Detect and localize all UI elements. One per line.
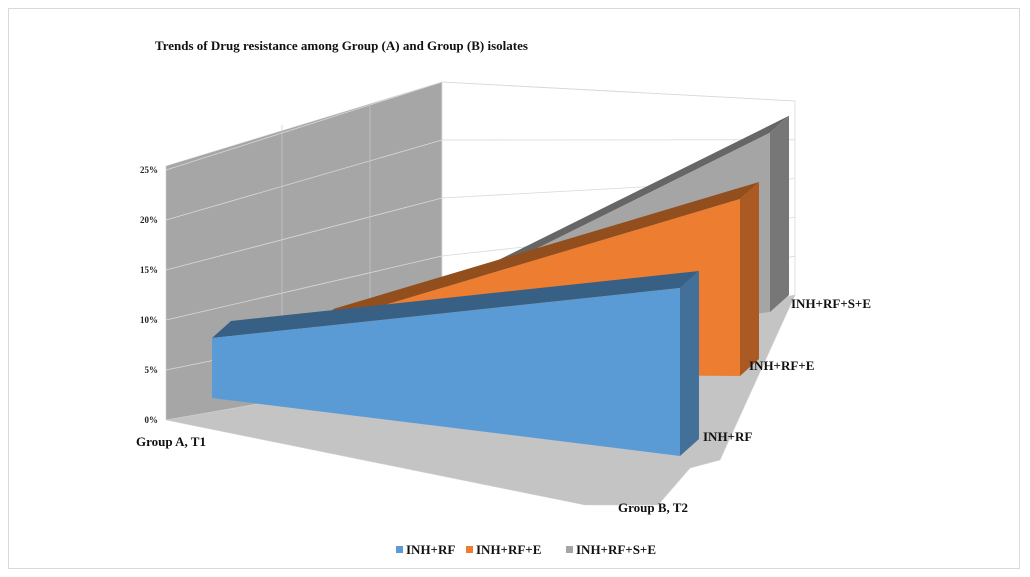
legend-label-2: INH+RF+S+E — [576, 542, 656, 557]
y-axis-ticks: 0% 5% 10% 15% 20% 25% — [140, 165, 158, 425]
series-side-face — [680, 271, 699, 456]
y-tick-label: 5% — [145, 365, 159, 375]
series-axis-label-2: INH+RF+S+E — [791, 296, 871, 311]
series-area-0 — [212, 288, 680, 456]
series-side-face — [770, 115, 789, 312]
series-layer — [212, 115, 789, 456]
y-tick-label: 0% — [145, 415, 159, 425]
legend-swatch-1 — [466, 546, 473, 553]
category-label-1: Group B, T2 — [618, 500, 688, 515]
legend-swatch-0 — [396, 546, 403, 553]
series-axis-label-1: INH+RF+E — [749, 358, 814, 373]
y-tick-label: 10% — [140, 315, 158, 325]
legend-label-1: INH+RF+E — [476, 542, 541, 557]
y-tick-label: 20% — [140, 215, 158, 225]
chart-title: Trends of Drug resistance among Group (A… — [155, 38, 528, 53]
category-label-0: Group A, T1 — [136, 434, 206, 449]
legend: INH+RF INH+RF+E INH+RF+S+E — [396, 542, 656, 557]
y-tick-label: 25% — [140, 165, 158, 175]
series-axis-label-0: INH+RF — [703, 429, 752, 444]
legend-swatch-2 — [566, 546, 573, 553]
gridline — [165, 139, 796, 221]
gridline — [165, 81, 796, 171]
series-top-surface — [212, 271, 699, 338]
y-tick-label: 15% — [140, 265, 158, 275]
series-side-face — [740, 182, 759, 376]
legend-label-0: INH+RF — [406, 542, 455, 557]
series-top-surface — [315, 182, 759, 326]
